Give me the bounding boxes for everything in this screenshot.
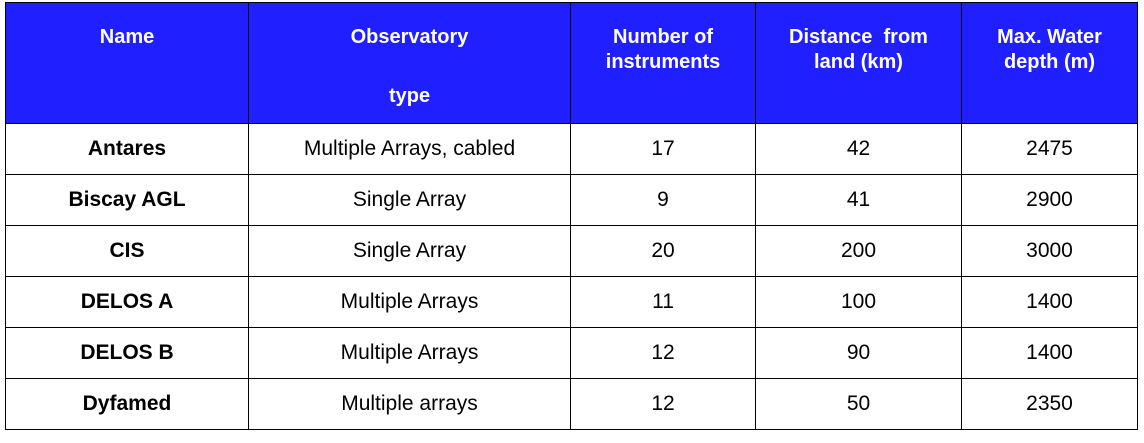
cell-depth: 2350 — [961, 378, 1138, 430]
table-row: Biscay AGL Single Array 9 41 2900 — [5, 174, 1138, 226]
cell-type: Multiple Arrays — [248, 327, 571, 379]
table-row: Antares Multiple Arrays, cabled 17 42 24… — [5, 123, 1138, 175]
cell-type: Multiple Arrays, cabled — [248, 123, 571, 175]
cell-depth: 1400 — [961, 276, 1138, 328]
header-instruments-line2: instruments — [605, 51, 721, 73]
cell-name: CIS — [5, 225, 249, 277]
header-distance-line1: Distance from — [789, 26, 928, 48]
cell-instruments: 17 — [570, 123, 756, 175]
header-type-label: type — [388, 85, 431, 107]
cell-instruments: 12 — [570, 378, 756, 430]
cell-depth: 2900 — [961, 174, 1138, 226]
cell-depth: 1400 — [961, 327, 1138, 379]
cell-instruments: 12 — [570, 327, 756, 379]
header-depth: Max. Water depth (m) — [961, 2, 1138, 124]
table-row: DELOS B Multiple Arrays 12 90 1400 — [5, 327, 1138, 379]
table-row: Dyfamed Multiple arrays 12 50 2350 — [5, 378, 1138, 430]
header-depth-line2: depth (m) — [1003, 51, 1096, 73]
cell-instruments: 20 — [570, 225, 756, 277]
cell-name: Dyfamed — [5, 378, 249, 430]
header-observatory-type: Observatory type — [248, 2, 571, 124]
cell-depth: 2475 — [961, 123, 1138, 175]
header-depth-line1: Max. Water — [997, 26, 1102, 48]
header-name: Name — [5, 2, 249, 124]
header-observatory-label: Observatory — [350, 26, 469, 48]
cell-distance: 42 — [755, 123, 962, 175]
cell-distance: 50 — [755, 378, 962, 430]
observatory-table: Name Observatory type Number of instrume… — [5, 2, 1138, 430]
cell-distance: 90 — [755, 327, 962, 379]
cell-name: DELOS B — [5, 327, 249, 379]
cell-type: Multiple arrays — [248, 378, 571, 430]
cell-name: DELOS A — [5, 276, 249, 328]
header-instruments: Number of instruments — [570, 2, 756, 124]
header-distance-line2: land (km) — [814, 51, 903, 73]
cell-instruments: 11 — [570, 276, 756, 328]
table-row: CIS Single Array 20 200 3000 — [5, 225, 1138, 277]
observatory-table-container: Name Observatory type Number of instrume… — [5, 2, 1139, 430]
table-header: Name Observatory type Number of instrume… — [5, 2, 1138, 124]
cell-type: Single Array — [248, 174, 571, 226]
header-row: Name Observatory type Number of instrume… — [5, 2, 1138, 124]
header-name-label: Name — [99, 26, 155, 48]
cell-name: Biscay AGL — [5, 174, 249, 226]
cell-type: Single Array — [248, 225, 571, 277]
cell-instruments: 9 — [570, 174, 756, 226]
header-distance: Distance from land (km) — [755, 2, 962, 124]
header-instruments-line1: Number of — [613, 26, 713, 48]
table-row: DELOS A Multiple Arrays 11 100 1400 — [5, 276, 1138, 328]
cell-distance: 100 — [755, 276, 962, 328]
cell-distance: 200 — [755, 225, 962, 277]
cell-depth: 3000 — [961, 225, 1138, 277]
cell-type: Multiple Arrays — [248, 276, 571, 328]
cell-name: Antares — [5, 123, 249, 175]
cell-distance: 41 — [755, 174, 962, 226]
table-body: Antares Multiple Arrays, cabled 17 42 24… — [5, 123, 1138, 430]
